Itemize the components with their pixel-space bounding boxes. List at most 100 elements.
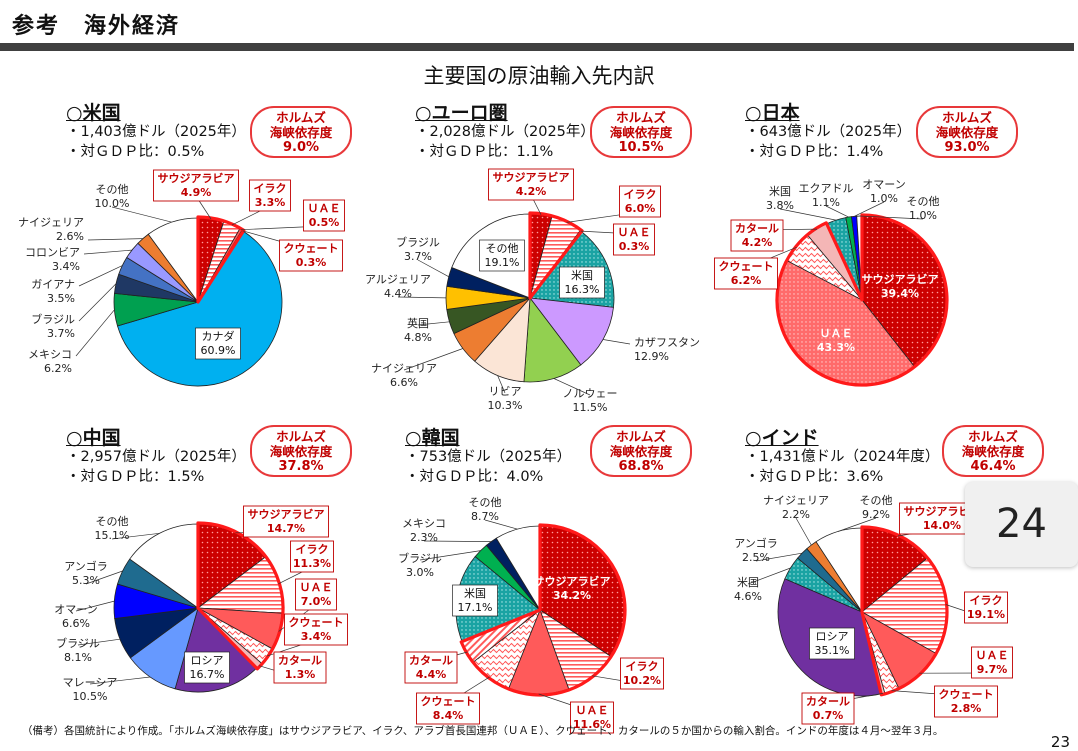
label-box bbox=[801, 692, 855, 725]
slice-value: 6.2% bbox=[731, 274, 762, 287]
slice-name: オマーン bbox=[54, 603, 97, 616]
leader-line bbox=[497, 375, 506, 394]
slice-name: カタール bbox=[735, 222, 779, 235]
hormuz-value: 46.4% bbox=[970, 459, 1016, 474]
slice-name: ＵＡＥ bbox=[618, 226, 651, 239]
leader-line bbox=[603, 339, 631, 345]
slice-name: ナイジェリア bbox=[18, 216, 84, 229]
slice-name: ロシア bbox=[191, 654, 224, 667]
slice-label: 米国3.8% bbox=[766, 185, 837, 221]
slice-value: 43.3% bbox=[817, 341, 855, 354]
slice-name: その他 bbox=[907, 195, 940, 208]
label-box bbox=[273, 651, 327, 684]
page-indicator-overlay[interactable]: 24 bbox=[965, 482, 1078, 567]
slice-name: リビア bbox=[489, 385, 522, 398]
import-value: ・643億ドル（2025年） bbox=[745, 124, 912, 140]
country-name: ○韓国 bbox=[405, 427, 460, 449]
leader-line bbox=[111, 206, 172, 223]
slice-value: 4.8% bbox=[404, 331, 432, 344]
slice-name: サウジアラビア bbox=[158, 171, 235, 185]
slice-name: ロシア bbox=[816, 630, 849, 643]
leader-line bbox=[837, 517, 877, 532]
slice-value: 0.3% bbox=[619, 240, 650, 253]
label-box bbox=[303, 199, 345, 232]
pie-slice bbox=[129, 523, 199, 609]
slice-name: ＵＡＥ bbox=[300, 581, 333, 594]
leader-line bbox=[859, 215, 924, 220]
page-title: 主要国の原油輸入先内訳 bbox=[423, 64, 655, 88]
hormuz-highlight bbox=[528, 211, 584, 300]
slice-name: カタール bbox=[409, 654, 453, 667]
slice-name: カナダ bbox=[202, 329, 235, 343]
slice-value: 10.2% bbox=[623, 674, 661, 687]
hormuz-highlight bbox=[196, 215, 246, 304]
slice-name: その他 bbox=[486, 242, 519, 255]
slice-value: 7.0% bbox=[301, 595, 332, 608]
slice-name: アンゴラ bbox=[64, 559, 108, 573]
gdp-ratio: ・対ＧＤＰ比：1.5% bbox=[66, 469, 205, 485]
slice-value: 0.5% bbox=[309, 216, 340, 229]
slice-name: イラク bbox=[626, 660, 659, 673]
slice-name: カタール bbox=[806, 695, 850, 708]
page-number: 23 bbox=[1050, 733, 1070, 751]
slice-value: 1.1% bbox=[812, 196, 840, 209]
slice-name: クウェート bbox=[719, 260, 774, 273]
label-box bbox=[971, 646, 1013, 679]
slice-label: 米国4.6% bbox=[734, 567, 791, 603]
slice-value: 34.2% bbox=[553, 589, 591, 602]
label-box bbox=[714, 257, 778, 290]
hormuz-value: 93.0% bbox=[944, 140, 990, 155]
slice-name: その他 bbox=[469, 496, 502, 509]
leader-line bbox=[75, 600, 115, 612]
label-box bbox=[559, 266, 605, 299]
hormuz-badge-euro: ホルムズ 海峡依存度 10.5% bbox=[590, 106, 692, 158]
label-box bbox=[570, 701, 614, 734]
hormuz-value: 68.8% bbox=[618, 459, 664, 474]
label-box bbox=[416, 692, 480, 725]
label-box bbox=[479, 239, 525, 272]
slice-value: 1.3% bbox=[285, 668, 316, 681]
hormuz-label-1: ホルムズ bbox=[968, 429, 1018, 444]
slice-value: 3.5% bbox=[47, 292, 75, 305]
slice-value: 2.3% bbox=[410, 531, 438, 544]
slice-name: クウェート bbox=[939, 688, 994, 701]
label-box bbox=[613, 223, 655, 256]
slice-name: イラク bbox=[970, 594, 1003, 607]
label-box bbox=[295, 578, 337, 611]
leader-line bbox=[423, 540, 492, 542]
leader-line bbox=[75, 309, 115, 357]
hormuz-value: 9.0% bbox=[282, 140, 320, 155]
label-box bbox=[249, 179, 291, 212]
slice-name: イラク bbox=[254, 182, 287, 195]
label-box bbox=[964, 591, 1008, 624]
gdp-ratio: ・対ＧＤＰ比：3.6% bbox=[745, 469, 884, 485]
leader-line bbox=[83, 249, 132, 255]
slice-value: 12.9% bbox=[634, 350, 669, 363]
slice-name: マレーシア bbox=[63, 676, 118, 689]
slice-name: 米国 bbox=[571, 269, 593, 282]
slice-name: サウジアラビア bbox=[904, 504, 981, 518]
footnote: （備考）各国統計により作成。「ホルムズ海峡依存度」はサウジアラビア、イラク、アラ… bbox=[22, 725, 944, 737]
slice-value: 2.6% bbox=[56, 230, 84, 243]
slice-value: 16.3% bbox=[565, 283, 600, 296]
slice-name: ガイアナ bbox=[31, 278, 75, 291]
country-name: ○インド bbox=[745, 427, 819, 449]
